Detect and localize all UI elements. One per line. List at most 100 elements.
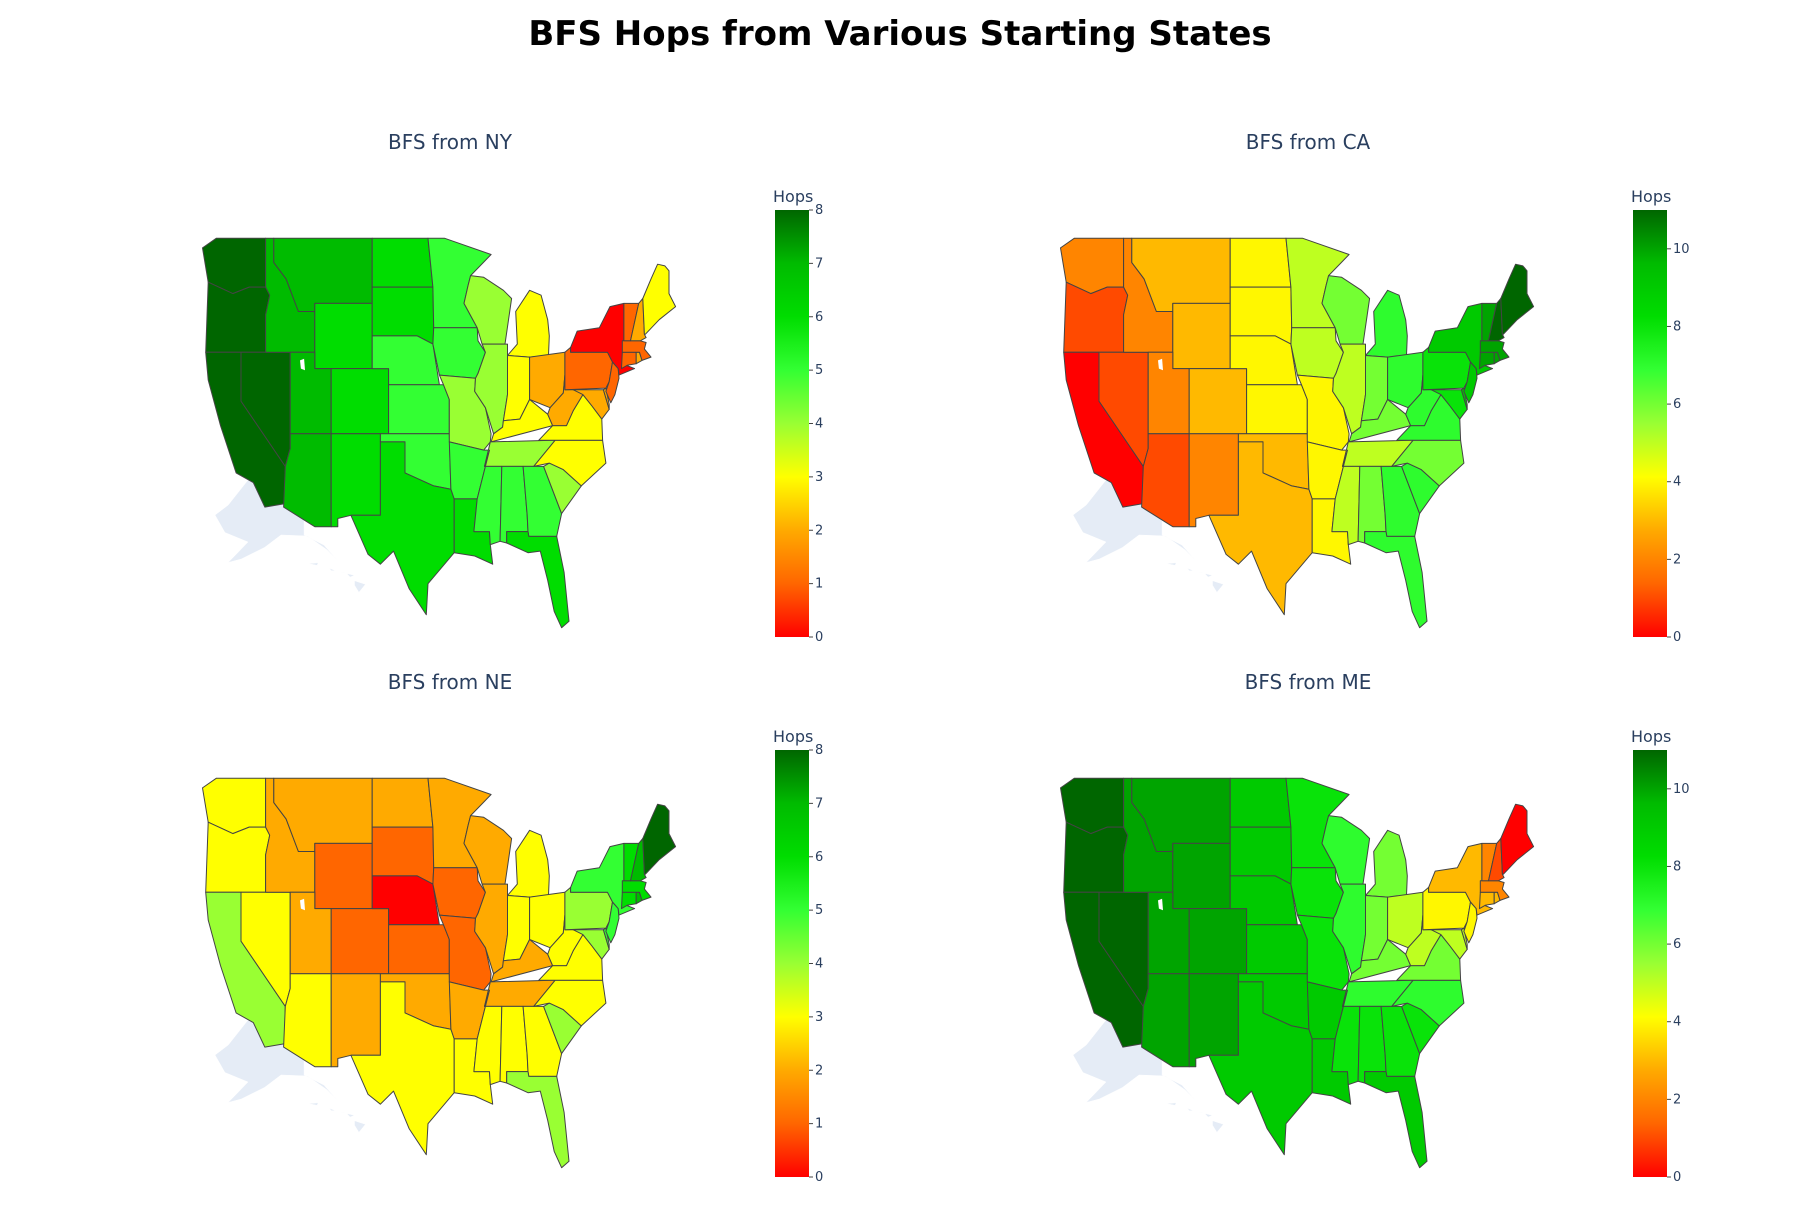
state-or[interactable] [205,821,271,893]
state-ia[interactable] [1290,327,1344,379]
state-me[interactable] [1500,803,1535,875]
state-nd[interactable] [1229,237,1292,288]
states-layer [1060,237,1535,629]
colorbar-tick-label: 2 [815,1063,823,1078]
colorbar-tick-label: 0 [1673,1170,1681,1185]
state-pa[interactable] [1422,886,1471,931]
hawaii-shape [329,567,336,572]
colorbar-title: Hops [1631,727,1671,746]
state-ks[interactable] [1246,384,1308,435]
state-pa[interactable] [564,346,613,391]
state-wy[interactable] [314,842,373,910]
state-ny[interactable] [570,302,636,376]
state-co[interactable] [1188,368,1248,435]
state-me[interactable] [642,803,677,875]
lake-shape [300,898,305,911]
state-ia[interactable] [432,867,486,919]
hawaii-shape [1212,1120,1224,1133]
map-svg: Hops 0 1 2 3 4 5 6 7 8 [202,727,823,1185]
state-wy[interactable] [314,302,373,370]
map-svg: Hops 0 2 4 6 8 10 [1060,727,1690,1185]
hawaii-shape [346,573,356,578]
colorbar-tick-label: 4 [1673,475,1681,490]
state-fl[interactable] [1364,1071,1428,1169]
map-panel-ne: BFS from NE Hops 0 1 2 3 4 5 6 7 8 [0,670,900,1210]
colorbar-tick-label: 10 [1673,242,1690,257]
state-tx[interactable] [350,441,455,616]
state-fl[interactable] [506,1071,570,1169]
state-pa[interactable] [564,886,613,931]
state-ks[interactable] [388,924,450,975]
state-mi[interactable] [1365,289,1408,358]
subplot-title: BFS from NE [387,670,513,694]
state-ma[interactable] [1479,880,1510,901]
state-nm[interactable] [1188,433,1239,528]
state-co[interactable] [330,908,390,975]
states-layer [1060,777,1535,1169]
colorbar-tick-label: 5 [815,903,823,918]
state-ma[interactable] [621,880,652,901]
state-me[interactable] [1500,263,1535,335]
colorbar-tick-label: 4 [1673,1015,1681,1030]
lake-shape [1158,898,1163,911]
subplot-title: BFS from ME [1244,670,1372,694]
colorbar-tick-label: 1 [815,577,823,592]
state-tx[interactable] [350,981,455,1156]
state-ma[interactable] [1479,340,1510,361]
state-ma[interactable] [621,340,652,361]
state-wy[interactable] [1172,302,1231,370]
state-pa[interactable] [1422,346,1471,391]
state-nd[interactable] [371,777,434,828]
state-mi[interactable] [507,289,550,358]
state-ia[interactable] [1290,867,1344,919]
state-co[interactable] [1188,908,1248,975]
hawaii-shape [329,1107,336,1112]
hawaii-shape [1166,1102,1177,1106]
state-or[interactable] [1063,821,1129,893]
colorbar-tick-label: 8 [1673,319,1681,334]
state-co[interactable] [330,368,390,435]
colorbar-tick-label: 3 [815,1010,823,1025]
state-de[interactable] [602,387,610,410]
state-nm[interactable] [330,433,381,528]
map-svg: Hops 0 1 2 3 4 5 6 7 8 [202,187,823,645]
state-tx[interactable] [1208,981,1313,1156]
state-nd[interactable] [371,237,434,288]
state-de[interactable] [1460,927,1468,950]
hawaii-shape [308,562,319,566]
state-ny[interactable] [570,842,636,916]
colorbar-tick-label: 2 [1673,1092,1681,1107]
state-me[interactable] [642,263,677,335]
state-nm[interactable] [1188,973,1239,1068]
hawaii-shape [1187,1107,1194,1112]
colorbar-tick-label: 6 [1673,937,1681,952]
hawaii-shape [346,1113,356,1118]
state-fl[interactable] [1364,531,1428,629]
hawaii-shape [1166,562,1177,566]
colorbar-tick-label: 6 [815,310,823,325]
subplot-title: BFS from CA [1245,130,1371,154]
state-wy[interactable] [1172,842,1231,910]
state-or[interactable] [1063,281,1129,353]
state-nd[interactable] [1229,777,1292,828]
state-ks[interactable] [388,384,450,435]
colorbar-tick-label: 7 [815,256,823,271]
state-ny[interactable] [1428,302,1494,376]
hawaii-shape [340,571,346,573]
state-ia[interactable] [432,327,486,379]
colorbar-title: Hops [773,727,813,746]
state-mi[interactable] [507,829,550,898]
colorbar-tick-label: 8 [1673,859,1681,874]
state-or[interactable] [205,281,271,353]
state-tx[interactable] [1208,441,1313,616]
state-fl[interactable] [506,531,570,629]
colorbar-tick-label: 3 [815,470,823,485]
state-ny[interactable] [1428,842,1494,916]
state-nm[interactable] [330,973,381,1068]
state-mi[interactable] [1365,829,1408,898]
state-de[interactable] [602,927,610,950]
map-panel-me: BFS from ME Hops 0 2 4 6 8 10 [858,670,1758,1210]
hawaii-shape [354,1120,366,1133]
state-ks[interactable] [1246,924,1308,975]
state-de[interactable] [1460,387,1468,410]
